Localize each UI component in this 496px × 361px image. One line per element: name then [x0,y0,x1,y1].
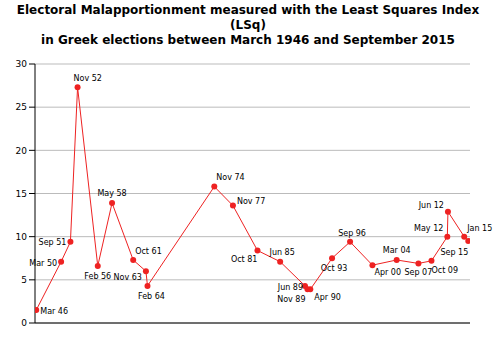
svg-text:Nov 89: Nov 89 [277,295,305,304]
svg-text:Oct 09: Oct 09 [431,266,458,275]
svg-text:Nov 63: Nov 63 [114,273,142,282]
svg-text:Nov 74: Nov 74 [216,173,244,182]
svg-text:Sep 07: Sep 07 [405,268,433,277]
svg-text:10: 10 [16,232,28,242]
svg-text:Sep 15: Sep 15 [440,248,468,257]
svg-text:Jan 15: Jan 15 [466,224,488,233]
svg-text:Jun 89: Jun 89 [277,283,303,292]
svg-text:Nov 77: Nov 77 [237,197,265,206]
svg-text:May 12: May 12 [414,224,443,233]
svg-text:Nov 52: Nov 52 [74,74,102,83]
svg-text:Sep 96: Sep 96 [338,229,366,238]
svg-text:Feb 64: Feb 64 [138,292,165,301]
svg-text:May 58: May 58 [97,189,126,198]
svg-text:25: 25 [16,102,27,112]
svg-text:Jun 85: Jun 85 [269,248,295,257]
html-text:Electoral Malapportionment mea: Electoral Malapportionment measured with… [16,3,480,32]
svg-text:Apr 90: Apr 90 [314,293,341,302]
svg-text:20: 20 [16,146,28,156]
svg-text:Oct 93: Oct 93 [321,264,348,273]
svg-text:Oct 61: Oct 61 [135,247,162,256]
svg-text:15: 15 [16,189,27,199]
svg-text:Mar 04: Mar 04 [383,246,411,255]
svg-text:Oct 81: Oct 81 [231,255,258,264]
svg-text:Mar 46: Mar 46 [40,307,68,316]
svg-text:5: 5 [21,275,27,285]
svg-text:30: 30 [16,59,28,69]
svg-text:Apr 00: Apr 00 [374,268,401,277]
html-text:in Greek elections between Mar: in Greek elections between March 1946 an… [41,33,455,47]
svg-text:Jun 12: Jun 12 [418,201,444,210]
svg-text:Mar 50: Mar 50 [29,259,57,268]
svg-text:Feb 56: Feb 56 [84,272,111,281]
svg-text:0: 0 [21,318,27,328]
svg-text:Sep 51: Sep 51 [39,238,67,247]
